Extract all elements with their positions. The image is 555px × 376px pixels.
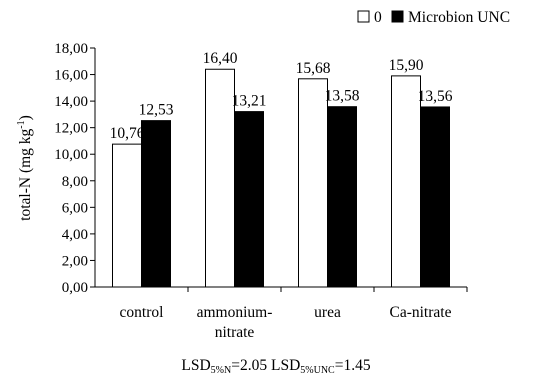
y-tick-label: 12,00 — [54, 121, 88, 137]
legend-swatch-series-0 — [357, 10, 370, 23]
lsd-unc-subscript: 5%UNC — [300, 365, 335, 376]
data-labels: 10,76 12,53 16,40 13,21 15,68 13,58 15,90 13,56 — [110, 50, 453, 142]
data-label-1-series-0: 16,40 — [203, 50, 238, 67]
data-label-0-series-0: 10,76 — [110, 125, 145, 142]
category-label-line: nitrate — [215, 324, 255, 341]
y-tick-label: 4,00 — [62, 227, 88, 243]
data-label-0-series-1: 12,53 — [139, 102, 174, 119]
category-labels: control ammonium-nitrate urea Ca-nitrate — [120, 287, 468, 341]
data-label-2-series-1: 13,58 — [325, 88, 360, 105]
category-label-line: urea — [314, 304, 341, 321]
category-label-0: control — [120, 304, 164, 321]
bar-3-series-0 — [391, 75, 421, 288]
category-label-line: control — [120, 304, 164, 321]
lsd-n-label: LSD — [181, 357, 210, 374]
y-tick-label: 6,00 — [62, 200, 88, 216]
y-tick-label: 0,00 — [62, 280, 88, 296]
bar-3-series-1 — [420, 106, 450, 288]
bar-1-series-0 — [205, 68, 235, 288]
bar-0-series-1 — [141, 120, 171, 288]
y-axis-label-sup: -1 — [16, 120, 27, 128]
legend: 0 Microbion UNC — [357, 9, 510, 26]
y-axis-label-main: total-N (mg kg — [17, 128, 34, 220]
y-tick-label: 18,00 — [54, 41, 88, 57]
data-label-3-series-0: 15,90 — [389, 57, 424, 74]
bar-1-series-1 — [234, 111, 264, 288]
lsd-footnote: LSD5%N=2.05 LSD5%UNC=1.45 — [181, 357, 370, 376]
y-tick-label: 10,00 — [54, 147, 88, 163]
y-axis-label-tail: ) — [17, 115, 34, 120]
data-label-2-series-0: 15,68 — [296, 60, 331, 77]
data-label-3-series-1: 13,56 — [418, 88, 453, 105]
y-tick-label: 8,00 — [62, 174, 88, 190]
bar-0-series-0 — [112, 143, 142, 288]
y-axis-ticks: 0,00 2,00 4,00 6,00 8,00 10,00 12,00 14,00 16,00… — [54, 41, 95, 296]
y-tick-label: 14,00 — [54, 94, 88, 110]
category-label-2: urea — [314, 304, 341, 321]
legend-label-series-1: Microbion UNC — [408, 9, 510, 26]
category-label-3: Ca-nitrate — [390, 304, 452, 321]
bar-2-series-1 — [327, 106, 357, 288]
y-tick-label: 2,00 — [62, 253, 88, 269]
y-axis-label: total-N (mg kg-1) — [16, 115, 34, 221]
lsd-n-subscript: 5%N — [211, 365, 232, 376]
category-label-1: ammonium-nitrate — [197, 304, 273, 341]
legend-swatch-series-1 — [391, 10, 404, 23]
category-label-line: Ca-nitrate — [390, 304, 452, 321]
category-label-line: ammonium- — [197, 304, 273, 321]
data-label-1-series-1: 13,21 — [232, 93, 267, 110]
lsd-n-value: =2.05 — [231, 357, 271, 374]
y-tick-label: 16,00 — [54, 68, 88, 84]
legend-label-series-0: 0 — [374, 9, 382, 26]
bar-2-series-0 — [298, 78, 328, 288]
lsd-unc-label: LSD — [271, 357, 300, 374]
lsd-unc-value: =1.45 — [335, 357, 371, 374]
